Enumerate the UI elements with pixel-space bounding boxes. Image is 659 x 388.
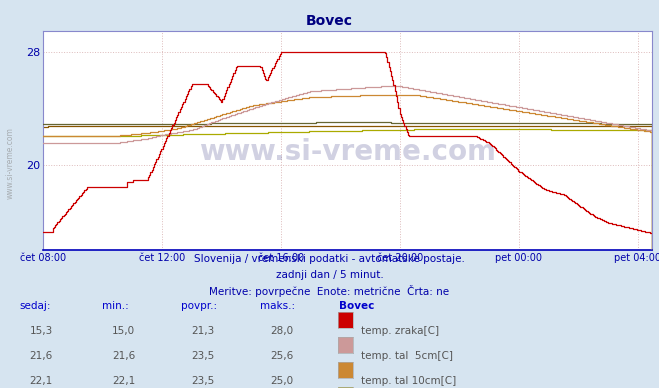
- Text: 22,1: 22,1: [30, 376, 53, 386]
- Text: www.si-vreme.com: www.si-vreme.com: [5, 127, 14, 199]
- Text: temp. tal  5cm[C]: temp. tal 5cm[C]: [361, 351, 453, 361]
- Text: 28,0: 28,0: [270, 326, 293, 336]
- Text: 15,3: 15,3: [30, 326, 53, 336]
- Text: Bovec: Bovec: [306, 14, 353, 28]
- Text: min.:: min.:: [102, 301, 129, 311]
- Text: 21,6: 21,6: [30, 351, 53, 361]
- Text: povpr.:: povpr.:: [181, 301, 217, 311]
- Text: 21,3: 21,3: [191, 326, 214, 336]
- Text: 23,5: 23,5: [191, 351, 214, 361]
- Text: 25,0: 25,0: [270, 376, 293, 386]
- Text: Meritve: povrpečne  Enote: metrične  Črta: ne: Meritve: povrpečne Enote: metrične Črta:…: [210, 285, 449, 297]
- Text: temp. zraka[C]: temp. zraka[C]: [361, 326, 440, 336]
- Text: Bovec: Bovec: [339, 301, 375, 311]
- Text: 23,5: 23,5: [191, 376, 214, 386]
- Text: www.si-vreme.com: www.si-vreme.com: [199, 138, 496, 166]
- Text: Slovenija / vremenski podatki - avtomatske postaje.: Slovenija / vremenski podatki - avtomats…: [194, 254, 465, 264]
- Text: 21,6: 21,6: [112, 351, 135, 361]
- Text: 22,1: 22,1: [112, 376, 135, 386]
- Text: maks.:: maks.:: [260, 301, 295, 311]
- Text: zadnji dan / 5 minut.: zadnji dan / 5 minut.: [275, 270, 384, 280]
- Text: 25,6: 25,6: [270, 351, 293, 361]
- Text: temp. tal 10cm[C]: temp. tal 10cm[C]: [361, 376, 457, 386]
- Text: sedaj:: sedaj:: [20, 301, 51, 311]
- Text: 15,0: 15,0: [112, 326, 135, 336]
